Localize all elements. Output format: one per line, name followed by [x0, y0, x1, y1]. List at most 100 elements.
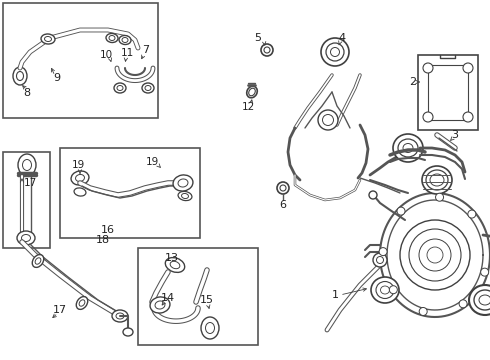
Circle shape — [463, 63, 473, 73]
Ellipse shape — [119, 36, 131, 45]
Ellipse shape — [201, 317, 219, 339]
Ellipse shape — [150, 297, 170, 313]
Ellipse shape — [17, 231, 35, 245]
Circle shape — [379, 248, 387, 256]
Ellipse shape — [322, 114, 334, 126]
Ellipse shape — [178, 192, 192, 201]
Ellipse shape — [173, 175, 193, 191]
Text: 17: 17 — [24, 178, 37, 188]
Ellipse shape — [277, 182, 289, 194]
Ellipse shape — [145, 85, 151, 90]
Ellipse shape — [17, 72, 24, 81]
Ellipse shape — [326, 43, 344, 61]
Text: 19: 19 — [146, 157, 159, 167]
Text: 2: 2 — [410, 77, 416, 87]
Circle shape — [409, 229, 461, 281]
Ellipse shape — [381, 286, 390, 294]
Ellipse shape — [318, 110, 338, 130]
Ellipse shape — [79, 300, 85, 306]
Ellipse shape — [205, 323, 215, 333]
Ellipse shape — [426, 170, 448, 190]
Ellipse shape — [369, 191, 377, 199]
Text: 5: 5 — [254, 33, 262, 43]
Text: 12: 12 — [242, 102, 255, 112]
Ellipse shape — [261, 44, 273, 56]
Bar — [428, 65, 468, 120]
Ellipse shape — [116, 313, 124, 319]
Circle shape — [481, 268, 489, 276]
Ellipse shape — [393, 134, 423, 162]
Text: 17: 17 — [53, 305, 67, 315]
Ellipse shape — [74, 188, 86, 196]
Text: 15: 15 — [200, 295, 214, 305]
Ellipse shape — [41, 34, 55, 44]
Text: 13: 13 — [165, 253, 179, 263]
Circle shape — [423, 112, 433, 122]
Text: 8: 8 — [24, 88, 30, 98]
Ellipse shape — [122, 37, 128, 42]
Text: 7: 7 — [143, 45, 149, 55]
Bar — [418, 55, 478, 130]
Text: 3: 3 — [451, 130, 459, 140]
Text: 10: 10 — [99, 50, 113, 60]
Ellipse shape — [181, 193, 189, 198]
Ellipse shape — [71, 171, 89, 185]
Ellipse shape — [330, 48, 340, 57]
Circle shape — [400, 220, 470, 290]
Ellipse shape — [109, 36, 115, 41]
Ellipse shape — [123, 328, 133, 336]
Ellipse shape — [376, 256, 384, 264]
Ellipse shape — [75, 175, 84, 181]
Bar — [60, 148, 200, 238]
Ellipse shape — [373, 253, 387, 267]
Ellipse shape — [45, 36, 51, 41]
Ellipse shape — [371, 277, 399, 303]
Ellipse shape — [22, 234, 30, 242]
Text: 18: 18 — [96, 235, 110, 245]
Ellipse shape — [247, 86, 257, 98]
Text: 14: 14 — [161, 293, 175, 303]
Bar — [138, 248, 258, 345]
Ellipse shape — [321, 38, 349, 66]
Ellipse shape — [422, 166, 452, 194]
Ellipse shape — [376, 282, 394, 298]
Circle shape — [423, 63, 433, 73]
Ellipse shape — [479, 295, 490, 305]
Circle shape — [390, 286, 397, 294]
Ellipse shape — [13, 67, 27, 85]
Ellipse shape — [18, 154, 36, 176]
Ellipse shape — [178, 179, 188, 187]
Ellipse shape — [403, 144, 413, 153]
Ellipse shape — [170, 261, 180, 269]
Ellipse shape — [76, 297, 88, 309]
Ellipse shape — [165, 258, 185, 273]
Ellipse shape — [430, 174, 444, 186]
Ellipse shape — [117, 85, 123, 90]
Ellipse shape — [264, 47, 270, 53]
Circle shape — [427, 247, 443, 263]
Circle shape — [463, 112, 473, 122]
Ellipse shape — [249, 88, 255, 96]
Bar — [3, 3, 158, 118]
Ellipse shape — [23, 159, 31, 171]
Circle shape — [419, 307, 427, 315]
Ellipse shape — [474, 290, 490, 310]
Text: 16: 16 — [101, 225, 115, 235]
Ellipse shape — [35, 258, 41, 264]
Ellipse shape — [112, 310, 128, 322]
Ellipse shape — [280, 185, 286, 191]
Text: 4: 4 — [339, 33, 345, 43]
Circle shape — [436, 193, 443, 201]
Text: 1: 1 — [332, 290, 339, 300]
Ellipse shape — [155, 301, 165, 309]
Ellipse shape — [106, 33, 118, 42]
Ellipse shape — [32, 255, 44, 267]
Ellipse shape — [114, 83, 126, 93]
Text: 6: 6 — [279, 200, 287, 210]
Text: 9: 9 — [53, 73, 61, 83]
Text: 19: 19 — [72, 160, 85, 170]
Circle shape — [419, 239, 451, 271]
Ellipse shape — [142, 83, 154, 93]
Ellipse shape — [398, 139, 418, 157]
Ellipse shape — [469, 285, 490, 315]
